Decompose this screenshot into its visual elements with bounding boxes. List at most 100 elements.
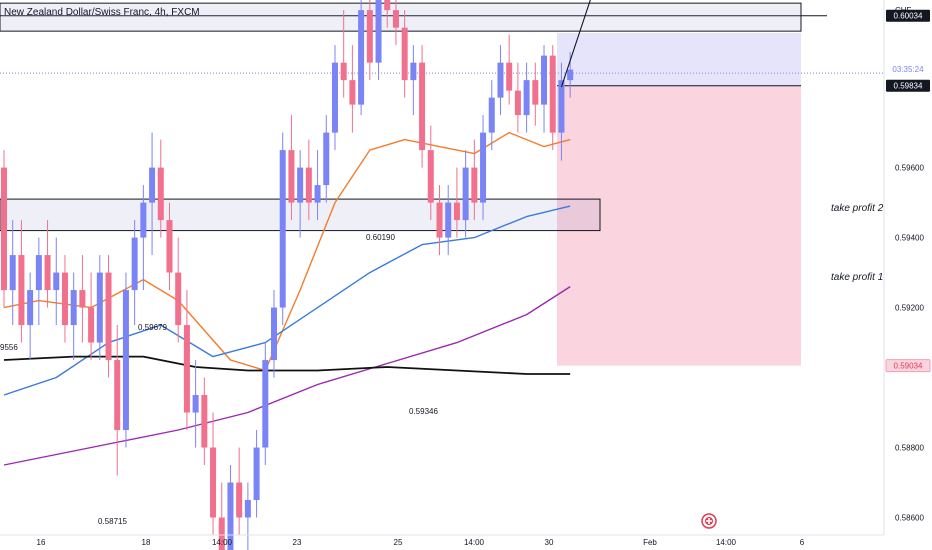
- candle-body: [271, 307, 278, 361]
- resistance-zone[interactable]: [0, 2, 802, 32]
- candle: [340, 10, 347, 98]
- candle-body: [497, 62, 504, 98]
- candle-body: [523, 80, 530, 116]
- candle: [96, 255, 103, 361]
- candle: [70, 272, 77, 361]
- price-badges: 0.614340.604340.6003403:35:240.598340.59…: [885, 9, 931, 373]
- candle-body: [480, 132, 487, 203]
- price-tick-label: 0.59200: [895, 304, 924, 313]
- candle-body: [453, 202, 460, 221]
- countdown-badge-bg: [886, 63, 930, 76]
- time-label: 23: [293, 538, 302, 547]
- time-label: Feb: [643, 538, 657, 547]
- candle: [44, 220, 51, 308]
- candle: [227, 465, 234, 550]
- candle-body: [375, 0, 382, 63]
- candle-body: [18, 255, 25, 326]
- candle-body: [88, 307, 95, 343]
- candle: [506, 34, 513, 105]
- candle: [262, 342, 269, 466]
- swing-label: 0.58715: [98, 517, 127, 526]
- candle-body: [549, 55, 556, 133]
- candle-body: [314, 185, 321, 203]
- candle-body: [305, 167, 312, 203]
- alert-icon[interactable]: [701, 513, 717, 529]
- candle: [384, 0, 391, 28]
- candle-body: [558, 80, 565, 133]
- candle-body: [488, 97, 495, 133]
- time-label: 14:00: [716, 538, 737, 547]
- candle-body: [149, 167, 156, 203]
- candle: [140, 185, 147, 291]
- candle: [244, 482, 251, 550]
- swing-label: 9556: [0, 343, 18, 352]
- candle: [210, 412, 217, 535]
- candle-body: [331, 62, 338, 133]
- candle-body: [192, 395, 199, 413]
- candle-body: [392, 10, 399, 28]
- candle-body: [436, 202, 443, 238]
- time-label: 25: [394, 538, 403, 547]
- candle: [523, 62, 530, 133]
- candle: [297, 150, 304, 238]
- stop-price-badge: 0.59034: [894, 362, 923, 371]
- candle-body: [445, 202, 452, 238]
- candle-body: [27, 290, 34, 326]
- candle-body: [166, 220, 173, 273]
- candle: [183, 290, 190, 431]
- candle: [358, 0, 365, 116]
- candle: [9, 220, 16, 326]
- candle: [18, 220, 25, 343]
- price-tick-label: 0.58600: [895, 514, 924, 523]
- loss-zone[interactable]: [557, 85, 801, 366]
- candle-body: [210, 447, 217, 518]
- candle: [131, 220, 138, 326]
- price-tick-label: 0.59400: [895, 234, 924, 243]
- candle: [114, 325, 121, 476]
- candle: [401, 10, 408, 98]
- current-price-badge: 0.59834: [894, 82, 923, 91]
- candle-body: [131, 237, 138, 291]
- candle-body: [340, 62, 347, 81]
- candle: [436, 185, 443, 256]
- tp1-label: take profit 1: [831, 272, 883, 283]
- candle-body: [122, 290, 129, 431]
- candle-body: [44, 255, 51, 291]
- candle-body: [366, 10, 373, 63]
- candle: [105, 255, 112, 378]
- candle-body: [70, 290, 77, 326]
- candle: [61, 255, 68, 343]
- candle: [392, 0, 399, 46]
- candle-body: [9, 255, 16, 291]
- candle: [201, 377, 208, 466]
- time-label: 14:00: [464, 538, 485, 547]
- candle: [314, 150, 321, 221]
- swing-label: 0.59679: [138, 323, 167, 332]
- swing-label: 0.59346: [409, 407, 438, 416]
- stop-price-badge-bg: [885, 359, 931, 373]
- candle: [419, 45, 426, 168]
- time-label: 30: [545, 538, 554, 547]
- moving-average-line: [3, 286, 571, 466]
- candle: [88, 272, 95, 361]
- candle: [453, 167, 460, 238]
- candle: [35, 237, 42, 326]
- candle: [488, 80, 495, 151]
- profit-zone[interactable]: [557, 33, 801, 86]
- candle: [497, 45, 504, 116]
- candle-body: [419, 62, 426, 151]
- candle: [480, 115, 487, 221]
- candle-body: [323, 132, 330, 186]
- candle-body: [227, 482, 234, 550]
- candle: [192, 360, 199, 448]
- candle: [349, 45, 356, 133]
- candle-body: [114, 360, 121, 431]
- candle-body: [218, 517, 225, 550]
- candle-body: [96, 272, 103, 343]
- time-label: 14:00: [212, 538, 233, 547]
- candle-body: [157, 167, 164, 221]
- candle-body: [471, 167, 478, 203]
- candle: [375, 0, 382, 81]
